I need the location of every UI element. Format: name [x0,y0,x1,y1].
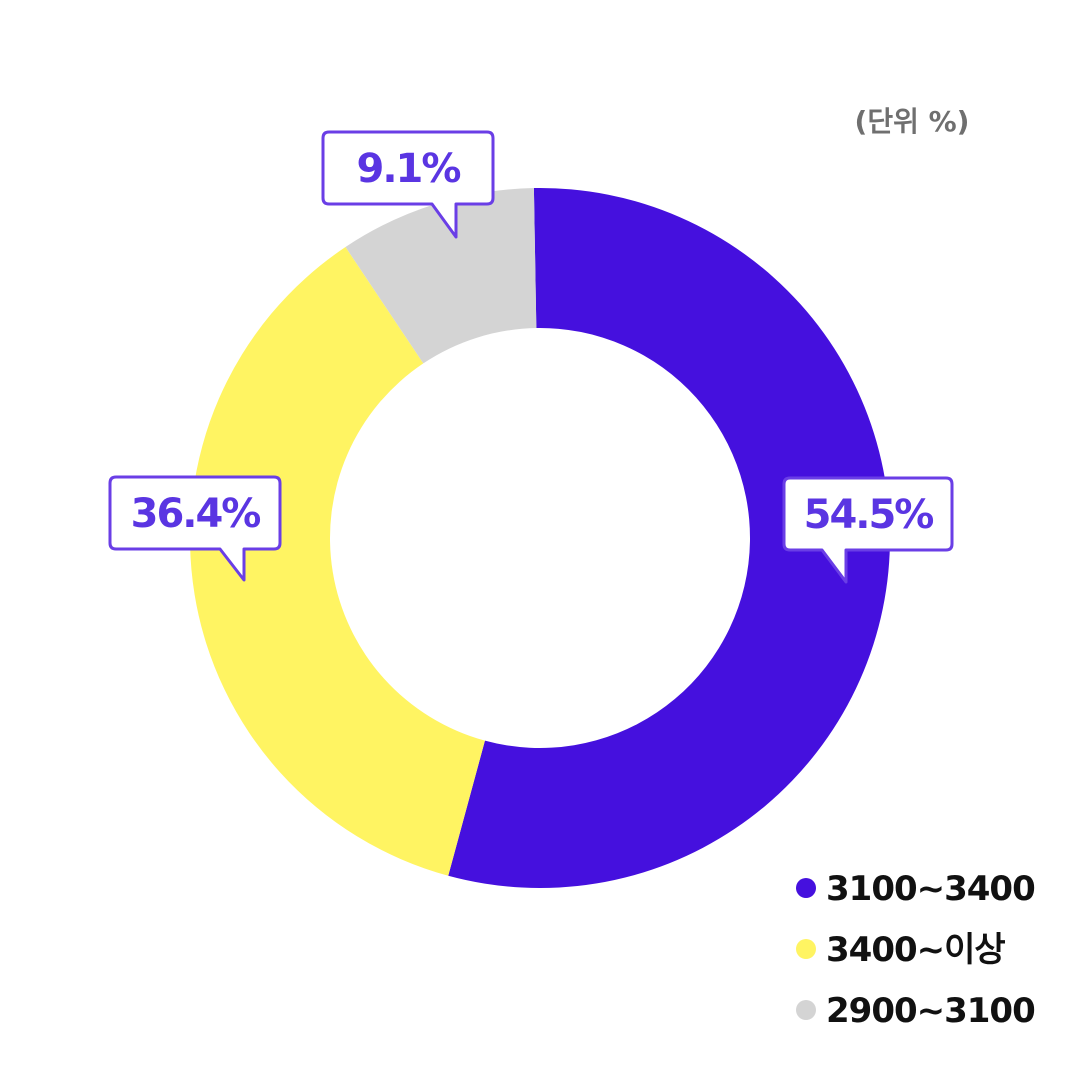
slice-2 [190,247,485,876]
callout-box-3 [321,130,495,239]
slice-1 [448,188,890,889]
donut-slices [190,188,890,889]
legend-label-2: 3400~이상 [826,930,1005,970]
callout-box-1 [782,476,954,584]
legend-label-1: 3100~3400 [826,869,1035,909]
legend-swatch-3 [796,1000,816,1020]
value-label-2: 36.4% [131,491,261,537]
legend-label-3: 2900~3100 [826,991,1035,1031]
legend-swatch-1 [796,878,816,898]
value-label-1: 54.5% [804,492,934,538]
legend: 3100~3400 3400~이상 2900~3100 [796,869,1036,1031]
value-callouts: 54.5% 36.4% 9.1% [108,130,954,584]
unit-label: (단위 %) [855,105,970,138]
value-label-3: 9.1% [357,146,461,192]
slice-3 [345,188,537,364]
callout-box-2 [108,475,282,582]
legend-swatch-2 [796,939,816,959]
